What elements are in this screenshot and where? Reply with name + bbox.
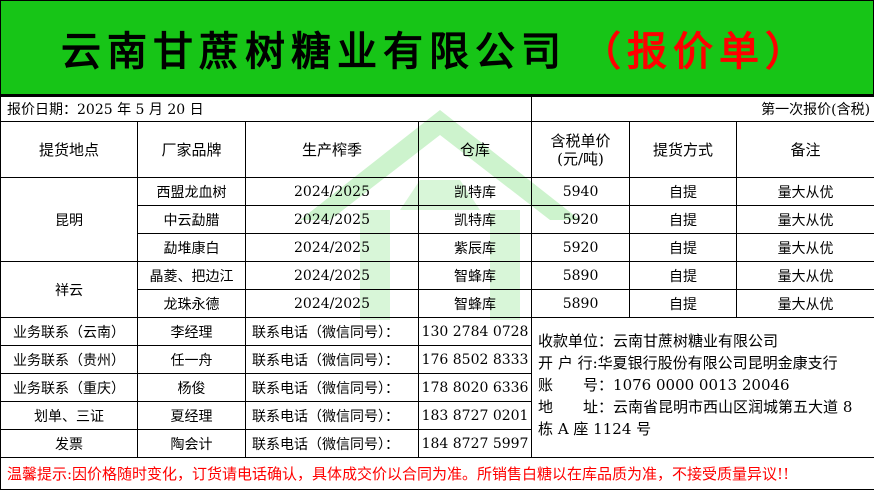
- season-cell: 2024/2025: [246, 178, 419, 206]
- contact-name: 夏经理: [138, 402, 246, 430]
- quote-suffix: （报价单）: [581, 19, 811, 77]
- pickup-cell: 自提: [630, 206, 737, 234]
- contact-name: 李经理: [138, 318, 246, 346]
- contact-phone: 130 2784 0728: [419, 318, 532, 346]
- contact-phone-label: 联系电话（微信同号）：: [246, 318, 419, 346]
- brand-cell: 西盟龙血树: [138, 178, 246, 206]
- notice: 温馨提示:因价格随时变化，订货请电话确认，具体成交价以合同为准。所销售白糖以在库…: [1, 458, 874, 490]
- contact-phone: 183 8727 0201: [419, 402, 532, 430]
- contact-role: 划单、三证: [1, 402, 138, 430]
- price-cell: 5890: [532, 262, 630, 290]
- location-cell: 昆明: [1, 178, 138, 262]
- note-cell: 量大从优: [737, 234, 874, 262]
- quote-round: 第一次报价(含税): [532, 97, 874, 122]
- header-season: 生产榨季: [246, 122, 419, 178]
- quote-table: 报价日期：2025 年 5 月 20 日 第一次报价(含税) 提货地点 厂家品牌…: [0, 96, 874, 490]
- brand-cell: 龙珠永德: [138, 290, 246, 318]
- pickup-cell: 自提: [630, 290, 737, 318]
- payee: 收款单位：云南甘蔗树糖业有限公司: [538, 330, 870, 352]
- account-number: 账 号：1076 0000 0013 20046: [538, 374, 870, 396]
- note-cell: 量大从优: [737, 206, 874, 234]
- contact-role: 发票: [1, 430, 138, 458]
- contact-phone-label: 联系电话（微信同号）：: [246, 402, 419, 430]
- contact-phone: 178 8020 6336: [419, 374, 532, 402]
- brand-cell: 勐堆康白: [138, 234, 246, 262]
- contact-phone-label: 联系电话（微信同号）：: [246, 374, 419, 402]
- header-price-unit: (元/吨): [557, 150, 604, 168]
- contact-role: 业务联系（重庆）: [1, 374, 138, 402]
- season-cell: 2024/2025: [246, 234, 419, 262]
- warehouse-cell: 紫辰库: [419, 234, 532, 262]
- payment-info: 收款单位：云南甘蔗树糖业有限公司 开 户 行:华夏银行股份有限公司昆明金康支行 …: [532, 318, 874, 458]
- header-note: 备注: [737, 122, 874, 178]
- header-location: 提货地点: [1, 122, 138, 178]
- warehouse-cell: 凯特库: [419, 178, 532, 206]
- warehouse-cell: 智蜂库: [419, 290, 532, 318]
- note-cell: 量大从优: [737, 262, 874, 290]
- brand-cell: 中云勐腊: [138, 206, 246, 234]
- address: 地 址：云南省昆明市西山区润城第五大道 8 栋 A 座 1124 号: [538, 396, 870, 440]
- warehouse-cell: 智蜂库: [419, 262, 532, 290]
- price-cell: 5890: [532, 290, 630, 318]
- season-cell: 2024/2025: [246, 206, 419, 234]
- header-pickup: 提货方式: [630, 122, 737, 178]
- brand-cell: 晶菱、把边江: [138, 262, 246, 290]
- company-title: 云南甘蔗树糖业有限公司: [61, 19, 567, 77]
- contact-name: 杨俊: [138, 374, 246, 402]
- header-warehouse: 仓库: [419, 122, 532, 178]
- pickup-cell: 自提: [630, 262, 737, 290]
- season-cell: 2024/2025: [246, 290, 419, 318]
- contact-row: 业务联系（云南） 李经理 联系电话（微信同号）： 130 2784 0728 收…: [1, 318, 874, 346]
- bank: 开 户 行:华夏银行股份有限公司昆明金康支行: [538, 352, 870, 374]
- contact-name: 陶会计: [138, 430, 246, 458]
- header-price: 含税单价(元/吨): [532, 122, 630, 178]
- contact-role: 业务联系（云南）: [1, 318, 138, 346]
- location-cell: 祥云: [1, 262, 138, 318]
- contact-role: 业务联系（贵州）: [1, 346, 138, 374]
- warehouse-cell: 凯特库: [419, 206, 532, 234]
- contact-phone-label: 联系电话（微信同号）：: [246, 346, 419, 374]
- header-price-line1: 含税单价: [551, 132, 611, 150]
- table-row: 昆明 西盟龙血树 2024/2025 凯特库 5940 自提 量大从优: [1, 178, 874, 206]
- note-cell: 量大从优: [737, 290, 874, 318]
- price-cell: 5920: [532, 206, 630, 234]
- contact-name: 任一舟: [138, 346, 246, 374]
- note-cell: 量大从优: [737, 178, 874, 206]
- contact-phone: 184 8727 5997: [419, 430, 532, 458]
- header-brand: 厂家品牌: [138, 122, 246, 178]
- contact-phone-label: 联系电话（微信同号）：: [246, 430, 419, 458]
- season-cell: 2024/2025: [246, 262, 419, 290]
- pickup-cell: 自提: [630, 178, 737, 206]
- table-row: 祥云 晶菱、把边江 2024/2025 智蜂库 5890 自提 量大从优: [1, 262, 874, 290]
- title-banner: 云南甘蔗树糖业有限公司 （报价单）: [0, 0, 874, 96]
- pickup-cell: 自提: [630, 234, 737, 262]
- contact-phone: 176 8502 8333: [419, 346, 532, 374]
- price-cell: 5920: [532, 234, 630, 262]
- price-cell: 5940: [532, 178, 630, 206]
- quote-date: 报价日期：2025 年 5 月 20 日: [1, 97, 532, 122]
